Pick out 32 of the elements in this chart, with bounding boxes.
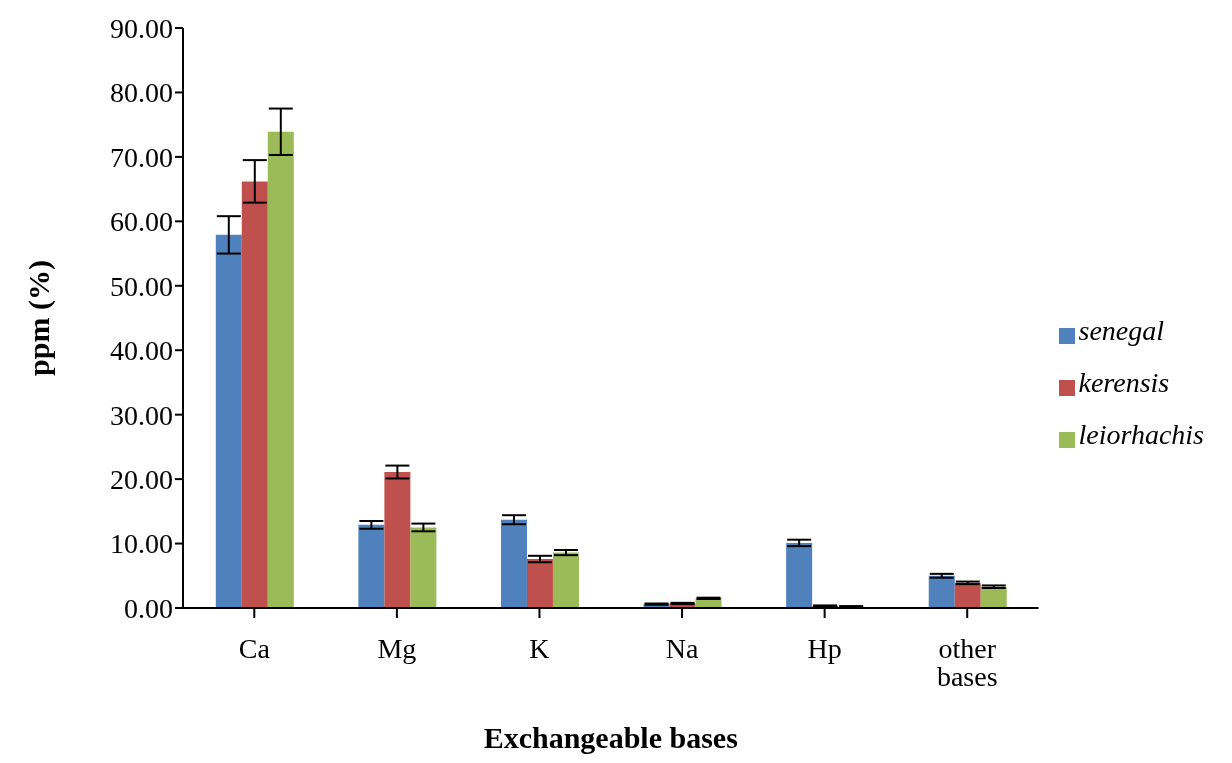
y-tick-label: 10.00 xyxy=(110,528,173,560)
y-tick-label: 20.00 xyxy=(110,464,173,496)
x-tick-label: Na xyxy=(665,632,699,664)
bar xyxy=(410,527,437,608)
y-tick-label: 80.00 xyxy=(110,77,173,109)
y-tick-label: 70.00 xyxy=(110,141,173,173)
x-tick-label: other bases xyxy=(936,632,998,692)
bar xyxy=(215,234,242,608)
y-tick-label: 40.00 xyxy=(110,335,173,367)
bar xyxy=(384,472,411,608)
x-axis-title: Exchangeable bases xyxy=(483,721,738,754)
x-tick-label: Mg xyxy=(377,632,417,664)
y-tick-label: 60.00 xyxy=(110,206,173,238)
bar xyxy=(500,519,527,608)
legend-label: kerensis xyxy=(1078,367,1170,398)
bar xyxy=(786,542,813,608)
bar xyxy=(241,181,268,608)
y-tick-label: 50.00 xyxy=(110,270,173,302)
legend-label: leiorhachis xyxy=(1078,419,1204,450)
bar xyxy=(928,575,955,608)
x-tick-label: Ca xyxy=(238,632,271,664)
y-tick-label: 30.00 xyxy=(110,399,173,431)
bar xyxy=(267,131,294,608)
y-axis-title: ppm (%) xyxy=(21,260,56,376)
bar xyxy=(358,524,385,608)
bar xyxy=(552,552,579,608)
x-tick-label: Hp xyxy=(807,632,842,664)
bar xyxy=(526,559,553,608)
y-tick-label: 0.00 xyxy=(124,592,173,624)
y-tick-label: 90.00 xyxy=(110,12,173,44)
legend-label: senegal xyxy=(1078,315,1165,346)
x-tick-label: K xyxy=(529,632,550,664)
